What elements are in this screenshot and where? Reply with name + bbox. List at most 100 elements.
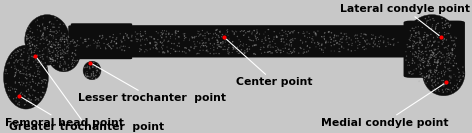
Point	[152, 45, 160, 47]
Point	[408, 73, 416, 75]
Point	[228, 51, 236, 54]
Point	[428, 79, 436, 81]
Point	[446, 76, 454, 78]
Point	[260, 46, 268, 49]
Point	[52, 47, 60, 49]
Point	[273, 36, 280, 38]
Point	[409, 54, 417, 56]
Point	[55, 47, 62, 49]
Point	[204, 51, 212, 53]
Point	[421, 34, 428, 36]
Point	[196, 34, 203, 36]
Point	[257, 46, 265, 48]
Point	[229, 31, 236, 33]
Point	[241, 30, 248, 32]
Point	[433, 67, 440, 69]
Point	[321, 32, 329, 34]
Point	[201, 42, 209, 44]
Point	[420, 36, 427, 38]
Point	[424, 25, 432, 28]
Point	[39, 50, 46, 52]
Point	[6, 95, 13, 97]
Point	[94, 64, 101, 66]
Point	[411, 62, 418, 64]
Point	[416, 57, 424, 59]
Point	[25, 97, 33, 100]
Point	[51, 17, 59, 19]
Point	[109, 36, 117, 39]
Point	[322, 40, 330, 42]
Point	[443, 61, 451, 63]
Point	[88, 73, 95, 75]
Point	[432, 54, 440, 56]
Point	[224, 50, 232, 52]
Point	[423, 64, 431, 66]
Point	[12, 60, 19, 62]
Point	[92, 74, 100, 76]
Point	[425, 70, 432, 72]
Point	[152, 47, 160, 49]
Point	[431, 49, 438, 51]
Point	[136, 40, 144, 42]
Point	[214, 41, 222, 43]
Point	[40, 17, 47, 19]
Point	[215, 35, 222, 37]
Point	[435, 45, 442, 47]
Point	[26, 95, 34, 97]
Point	[390, 38, 397, 40]
Point	[253, 37, 260, 39]
Point	[328, 32, 335, 34]
Point	[53, 19, 61, 22]
Point	[6, 63, 13, 65]
Point	[286, 32, 294, 34]
Point	[423, 34, 431, 36]
Point	[425, 58, 433, 61]
Point	[427, 57, 434, 59]
Point	[65, 36, 72, 38]
Point	[159, 51, 167, 53]
Point	[445, 54, 452, 56]
Point	[46, 61, 54, 63]
Point	[46, 50, 54, 53]
Point	[266, 38, 273, 40]
Point	[394, 41, 402, 43]
Point	[438, 25, 446, 27]
Point	[34, 54, 42, 56]
Point	[93, 70, 100, 72]
Point	[50, 23, 58, 25]
Point	[418, 44, 426, 46]
Point	[56, 65, 64, 67]
Point	[29, 78, 36, 80]
Point	[213, 28, 221, 30]
Point	[318, 44, 325, 46]
Point	[172, 32, 179, 34]
Point	[449, 87, 457, 89]
Point	[41, 28, 48, 30]
Point	[412, 56, 420, 58]
Point	[422, 50, 430, 52]
Point	[421, 77, 428, 79]
Ellipse shape	[47, 35, 80, 72]
Point	[36, 43, 44, 45]
Point	[202, 37, 210, 39]
Point	[14, 61, 21, 63]
Point	[446, 89, 454, 91]
Point	[416, 42, 424, 44]
Point	[210, 33, 218, 35]
Point	[29, 32, 36, 34]
Point	[433, 66, 440, 69]
Point	[28, 55, 36, 57]
Point	[238, 44, 246, 46]
Point	[289, 38, 296, 40]
Point	[137, 44, 145, 46]
Point	[342, 33, 350, 35]
Point	[11, 74, 19, 76]
Point	[42, 79, 50, 81]
Point	[249, 40, 257, 42]
Point	[138, 49, 145, 51]
Point	[8, 66, 15, 68]
Point	[311, 42, 319, 44]
Point	[419, 59, 426, 61]
Point	[42, 47, 50, 49]
Point	[40, 32, 47, 34]
